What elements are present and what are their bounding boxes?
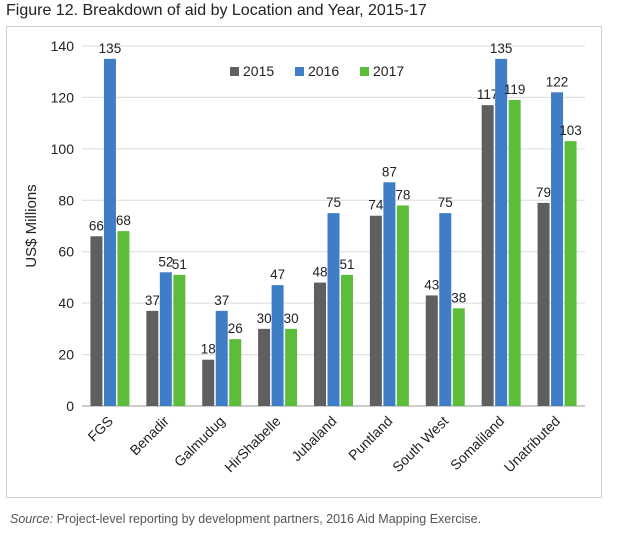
category-label: Jubaland [288,413,339,464]
data-label: 30 [257,311,272,326]
data-label: 26 [228,321,243,336]
category-label: Benadir [127,413,173,459]
source-label: Source: [10,512,54,526]
bar-2016 [103,58,116,406]
bar-2017 [396,205,409,406]
data-label: 135 [99,41,122,56]
category-label: FGS [84,413,116,445]
bar-2016 [271,285,284,406]
bar-2017 [564,141,577,406]
y-tick-label: 140 [51,38,75,54]
source-text: Project-level reporting by development p… [53,512,482,526]
bar-2016 [551,92,564,407]
category-label: South West [389,413,451,475]
bar-2016 [383,182,396,406]
data-label: 37 [145,293,160,308]
y-tick-label: 20 [58,347,74,363]
data-label: 47 [270,267,285,282]
data-label: 75 [438,195,453,210]
bar-2016 [159,272,172,406]
bar-2015 [537,202,550,406]
data-label: 122 [546,74,569,89]
bar-2015 [481,105,494,407]
y-tick-label: 40 [58,295,74,311]
bar-2015 [258,328,271,406]
bar-2016 [439,213,452,406]
bar-2017 [341,274,353,406]
figure-title: Figure 12. Breakdown of aid by Location … [6,2,427,19]
data-label: 51 [172,257,187,272]
data-label: 18 [201,342,216,357]
bar-2017 [285,328,298,406]
y-axis-label: US$ Millions [23,184,40,267]
category-label: Puntland [345,413,395,463]
bar-chart: 0 20 40 60 80 100 120 140 US$ Millions 66 135 68 FGS… [23,38,585,476]
data-label: 52 [158,254,173,269]
bar-2015 [314,282,326,406]
bar-2017 [452,308,465,406]
bar-2017 [117,231,130,406]
bar-2016 [215,310,228,406]
bar-2016 [495,58,508,406]
bar-2017 [173,274,186,406]
data-label: 37 [214,293,229,308]
data-label: 79 [536,185,551,200]
category-label: HirShabelle [221,413,284,476]
data-label: 38 [451,290,466,305]
data-label: 30 [284,311,299,326]
bar-2015 [146,310,159,406]
data-label: 135 [490,41,513,56]
data-label: 66 [89,218,104,233]
legend-label-2015: 2015 [243,63,274,79]
data-label: 68 [116,213,131,228]
legend-label-2016: 2016 [308,63,339,79]
data-label: 43 [424,277,439,292]
y-tick-label: 0 [66,398,74,414]
data-label: 117 [477,87,499,102]
bar-2015 [369,215,382,406]
chart-frame [6,26,602,498]
legend-swatch-2015 [230,67,239,76]
data-label: 74 [368,198,384,213]
y-tick-label: 60 [58,244,74,260]
data-label: 103 [559,123,582,138]
bar-2015 [425,295,438,406]
data-label: 87 [382,164,397,179]
legend-swatch-2016 [295,67,304,76]
data-label: 75 [326,195,341,210]
y-tick-label: 120 [51,89,75,105]
bar-2015 [202,359,215,406]
bar-2017 [229,339,242,406]
bar-2015 [90,236,103,406]
bar-2016 [327,213,340,406]
data-label: 78 [395,187,410,202]
category-label: Unatributed [501,413,564,476]
y-tick-label: 80 [58,192,74,208]
data-label: 119 [504,82,526,97]
data-label: 51 [339,257,354,272]
legend-label-2017: 2017 [373,63,404,79]
source-note: Source: Project-level reporting by devel… [10,512,481,526]
category-label: Somaliland [447,413,507,473]
data-label: 48 [312,265,327,280]
y-tick-label: 100 [51,141,75,157]
legend-swatch-2017 [360,67,369,76]
bar-2017 [508,100,521,406]
category-label: Galmudug [171,413,228,470]
